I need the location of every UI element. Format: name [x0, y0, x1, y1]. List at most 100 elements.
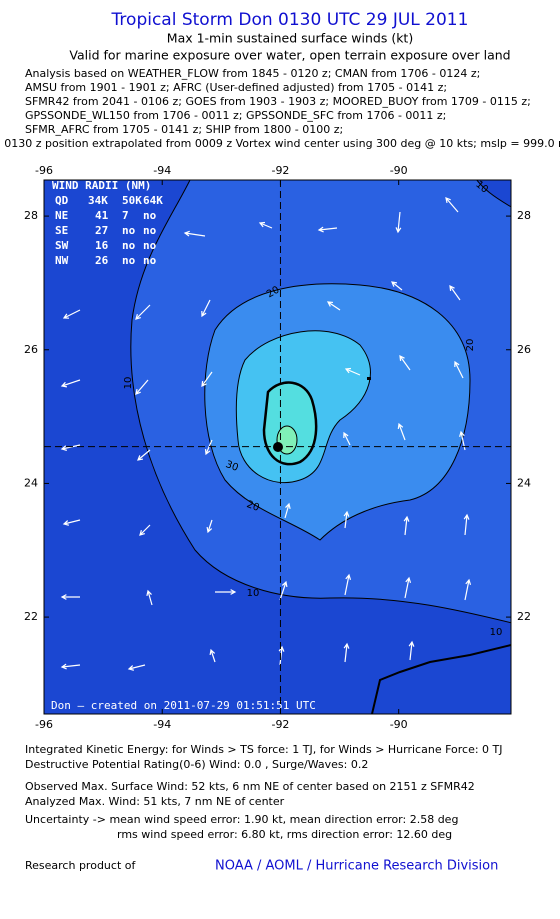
wind-arrow [137, 449, 151, 461]
footer-line: Uncertainty -> mean wind speed error: 1.… [25, 813, 458, 826]
wind-radii-cell: SW [55, 239, 69, 252]
x-tick-label: -96 [35, 164, 53, 177]
wind-radii-cell: no [122, 239, 136, 252]
y-tick-label: 22 [517, 610, 531, 623]
y-tick-label: 26 [517, 343, 531, 356]
wind-arrow [463, 513, 470, 536]
wind-radii-cell: NE [55, 209, 68, 222]
wind-radii-title: WIND RADII (NM) [52, 179, 151, 192]
wind-arrow [399, 354, 411, 371]
org[interactable]: NOAA / AOML / Hurricane Research Divisio… [215, 859, 498, 874]
analysis-line: AMSU from 1901 - 1901 z; AFRC (User-defi… [25, 81, 447, 94]
wind-arrow [135, 379, 149, 395]
position-note: 0130 z position extrapolated from 0009 z… [4, 137, 560, 150]
wind-arrow [258, 221, 273, 229]
valid-note: Valid for marine exposure over water, op… [69, 48, 510, 63]
x-tick-label: -90 [390, 718, 408, 731]
footer-line: Integrated Kinetic Energy: for Winds > T… [25, 743, 503, 756]
x-tick-label: -94 [153, 164, 171, 177]
wind-arrow [139, 524, 151, 536]
wind-arrow [146, 589, 153, 606]
x-tick-label: -92 [271, 164, 289, 177]
wind-arrow [395, 211, 402, 234]
footer-line: rms wind speed error: 6.80 kt, rms direc… [117, 828, 452, 841]
credit: Don – created on 2011-07-29 01:51:51 UTC [51, 699, 316, 712]
wind-arrow [60, 379, 81, 388]
footer-line: Observed Max. Surface Wind: 52 kts, 6 nm… [25, 780, 475, 793]
y-tick-label: 24 [24, 476, 38, 489]
wind-arrow [215, 589, 237, 595]
x-tick-label: -94 [153, 718, 171, 731]
wind-arrow [391, 281, 403, 291]
wind-arrow [326, 301, 341, 311]
wind-arrow [344, 573, 352, 596]
y-tick-label: 26 [24, 343, 38, 356]
wind-radii-cell: 27 [95, 224, 108, 237]
wind-radii-cell: no [143, 239, 157, 252]
coastline [371, 644, 511, 714]
wind-arrow [183, 230, 206, 237]
footer-line: Analyzed Max. Wind: 51 kts, 7 nm NE of c… [25, 795, 285, 808]
x-tick-label: -92 [271, 718, 289, 731]
wind-arrow [344, 367, 361, 376]
y-tick-label: 28 [517, 209, 531, 222]
wind-arrow [284, 502, 291, 519]
wind-radii-cell: no [143, 209, 157, 222]
title: Tropical Storm Don 0130 UTC 29 JUL 2011 [111, 10, 469, 30]
x-tick-label: -90 [390, 164, 408, 177]
wind-radii-header: 64K [143, 194, 163, 207]
wind-radii-cell: NW [55, 254, 69, 267]
wind-arrow [209, 648, 216, 663]
wind-arrow [317, 226, 338, 233]
y-tick-label: 28 [24, 209, 38, 222]
wind-radii-cell: 16 [95, 239, 109, 252]
wind-radii-cell: no [143, 224, 157, 237]
contour-label: 10 [490, 627, 503, 638]
analysis-line: GPSSONDE_WL150 from 1706 - 0011 z; GPSSO… [25, 109, 446, 122]
wind-arrow [279, 580, 288, 601]
wind-arrow [60, 663, 81, 670]
obs [367, 377, 371, 380]
y-tick-label: 22 [24, 610, 38, 623]
wind-arrow [454, 360, 464, 379]
wind-arrow [206, 519, 213, 534]
wind-radii-header: 50K [122, 194, 142, 207]
contour-label: 20 [465, 339, 476, 352]
contour-label: 30 [224, 459, 240, 474]
y-tick-label: 24 [517, 476, 531, 489]
contour-label: 10 [247, 588, 260, 599]
contours [44, 180, 511, 714]
wind-arrow [278, 645, 285, 666]
wind-radii-header: 34K [88, 194, 108, 207]
wind-arrow [343, 510, 350, 529]
x-tick-label: -96 [35, 718, 53, 731]
wind-vectors [60, 197, 472, 671]
wind-arrow [343, 642, 350, 663]
wind-radii-cell: 26 [95, 254, 109, 267]
wind-radii-cell: no [143, 254, 157, 267]
wind-arrow [60, 594, 80, 600]
wind-arrow [408, 640, 415, 661]
wind-radii-cell: SE [55, 224, 68, 237]
wind-arrow [135, 304, 151, 320]
wind-arrow [403, 515, 410, 536]
contour-label: 20 [245, 499, 261, 514]
wind-arrow [201, 371, 213, 388]
wind-arrow [62, 519, 81, 526]
wind-radii-cell: no [122, 254, 136, 267]
wind-radii-cell: no [122, 224, 136, 237]
wind-arrow [445, 197, 459, 213]
wind-arrow [404, 576, 412, 599]
analysis-line: SFMR42 from 2041 - 0106 z; GOES from 190… [25, 95, 531, 108]
research: Research product of [25, 859, 136, 872]
wind-radii-cell: 41 [95, 209, 109, 222]
analysis-line: SFMR_AFRC from 1705 - 0141 z; SHIP from … [25, 123, 343, 136]
wind-arrow [464, 578, 472, 601]
footer-line: Destructive Potential Rating(0-6) Wind: … [25, 758, 368, 771]
wind-arrow [62, 309, 81, 319]
wind-radii-header: QD [55, 194, 69, 207]
contour-label: 10 [123, 377, 134, 390]
wind-arrow [343, 431, 351, 446]
wind-arrow [449, 284, 461, 301]
